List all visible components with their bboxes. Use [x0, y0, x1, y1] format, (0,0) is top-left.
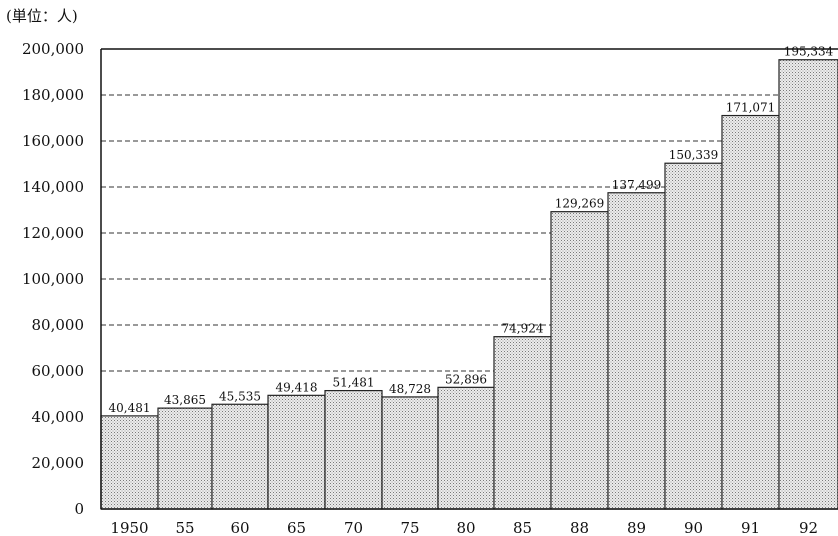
data-label: 40,481	[109, 401, 151, 415]
y-tick-label: 200,000	[22, 40, 84, 58]
data-label: 150,339	[669, 148, 719, 162]
bar	[437, 386, 495, 510]
bar	[550, 211, 609, 510]
y-axis-ticks: 0 20,000 40,000 60,000 80,000 100,000 120,000 1…	[22, 40, 84, 518]
data-labels: 40,481 43,865 45,535 49,418 51,481 48,728 52,8…	[109, 45, 834, 415]
x-tick-label: 90	[684, 519, 703, 536]
bar	[493, 336, 552, 510]
y-tick-label: 180,000	[22, 86, 84, 104]
data-label: 51,481	[333, 376, 375, 390]
bar	[100, 415, 159, 510]
data-label: 49,418	[276, 380, 318, 394]
x-tick-label: 85	[513, 519, 532, 536]
bar	[324, 389, 383, 510]
data-label: 48,728	[389, 382, 431, 396]
data-label: 45,535	[219, 389, 261, 403]
bar	[778, 59, 838, 510]
bar	[211, 403, 269, 510]
bar	[381, 396, 439, 510]
y-tick-label: 40,000	[32, 408, 85, 426]
data-label: 43,865	[164, 393, 206, 407]
y-tick-label: 20,000	[32, 454, 85, 472]
x-tick-label: 75	[400, 519, 419, 536]
x-tick-label: 60	[230, 519, 249, 536]
x-tick-label: 65	[287, 519, 306, 536]
data-label: 52,896	[445, 372, 487, 386]
bar	[157, 407, 213, 510]
y-tick-label: 100,000	[22, 270, 84, 288]
data-label: 195,334	[784, 45, 834, 59]
y-tick-label: 160,000	[22, 132, 84, 150]
y-tick-label: 120,000	[22, 224, 84, 242]
bar	[664, 162, 723, 510]
x-tick-label: 55	[175, 519, 194, 536]
x-tick-label: 70	[344, 519, 363, 536]
x-tick-label: 80	[456, 519, 475, 536]
bar	[721, 114, 780, 510]
axes	[100, 48, 838, 510]
y-tick-label: 60,000	[32, 362, 85, 380]
y-tick-label: 0	[74, 500, 84, 518]
data-label: 74,924	[502, 322, 544, 336]
bar	[607, 192, 666, 510]
x-axis-ticks: 1950 55 60 65 70 75 80 85 88 89 90 91 92	[110, 519, 818, 536]
unit-label: (単位：人)	[6, 7, 78, 25]
x-tick-label: 1950	[110, 519, 148, 536]
data-label: 171,071	[726, 101, 776, 115]
y-tick-label: 140,000	[22, 178, 84, 196]
x-tick-label: 89	[627, 519, 646, 536]
x-tick-label: 88	[570, 519, 589, 536]
x-tick-label: 91	[741, 519, 760, 536]
y-tick-label: 80,000	[32, 316, 85, 334]
bars	[100, 59, 838, 510]
data-label: 129,269	[555, 197, 605, 211]
data-label: 137,499	[612, 178, 662, 192]
bar	[267, 394, 326, 510]
x-tick-label: 92	[799, 519, 818, 536]
